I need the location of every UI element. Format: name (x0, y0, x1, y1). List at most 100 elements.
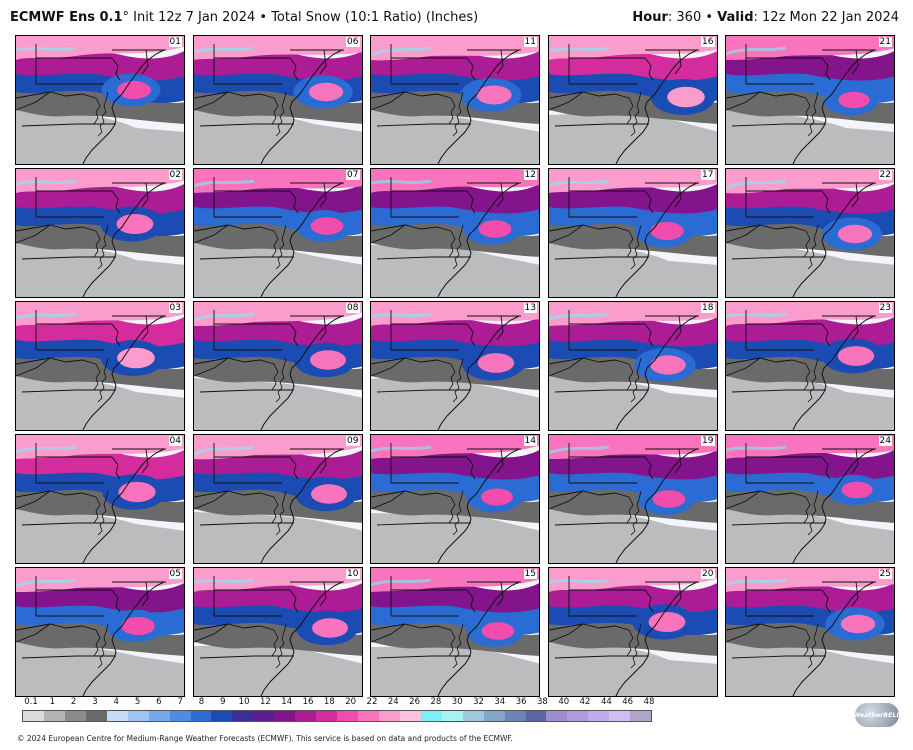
snowfall-map (548, 169, 717, 297)
weatherbell-logo: WeatherBELL (853, 703, 900, 727)
state-border (851, 448, 859, 474)
snowfall-map (726, 568, 894, 696)
cyan-streak (16, 179, 77, 186)
chesapeake-bay (93, 623, 109, 669)
legend-tick-label: 48 (643, 697, 655, 707)
state-border (371, 224, 406, 244)
snowfall-map (726, 169, 894, 297)
light-snow-area (193, 645, 362, 696)
member-number: 08 (346, 303, 360, 313)
state-border (726, 490, 807, 498)
map-panel-member-23: 23 (725, 301, 895, 431)
heavy-snow-band (548, 169, 717, 193)
snowfall-map (371, 568, 539, 696)
hour-value: : 360 (667, 10, 702, 25)
snowfall-map (16, 568, 184, 696)
light-snow-area (193, 243, 362, 297)
offshore-snow-core (116, 214, 154, 234)
map-panel-member-21: 21 (725, 35, 895, 165)
snowfall-map (548, 435, 717, 563)
coastline (792, 49, 875, 164)
heavy-snow-band (726, 435, 894, 459)
cyan-streak (371, 46, 432, 57)
legend-tick-label: 1 (49, 697, 56, 707)
legend-color-swatch (253, 711, 275, 721)
map-panel-member-03: 03 (15, 301, 185, 431)
state-border (371, 490, 452, 498)
title-bullet-2: • (705, 10, 714, 25)
state-border (496, 49, 504, 75)
member-number: 11 (523, 37, 537, 47)
state-border (199, 256, 294, 260)
snowfall-map (16, 435, 184, 563)
cyan-streak (548, 312, 609, 321)
legend-color-swatch (127, 711, 149, 721)
legend-color-swatch (23, 711, 44, 721)
legend-color-swatch (295, 711, 317, 721)
legend-color-swatch (504, 711, 526, 721)
grey-band (726, 616, 894, 656)
coastline (82, 448, 165, 563)
light-snow-area (16, 508, 184, 563)
map-panel-member-05: 05 (15, 567, 185, 697)
grey-band (193, 218, 362, 257)
heavy-snow-band (726, 169, 894, 194)
state-border (21, 123, 116, 127)
state-border (16, 357, 51, 377)
state-border (726, 91, 761, 111)
state-border (554, 522, 649, 526)
state-border (554, 655, 649, 659)
state-border (193, 224, 274, 232)
state-border (16, 224, 97, 232)
state-border (376, 256, 471, 260)
legend-ticks: 0.1 1 2 3 4 5 6 7 8 9 10 12 14 16 18 20 22 24 26 28 30 32 34 36… (0, 697, 913, 709)
legend-color-swatch (64, 711, 86, 721)
legend-color-swatch (169, 711, 191, 721)
cyan-streak (726, 578, 787, 586)
state-border (821, 323, 831, 347)
legend-color-swatch (588, 711, 610, 721)
snowfall-map (371, 302, 539, 430)
legend-tick-label: 42 (579, 697, 591, 707)
heavy-snow-band (193, 302, 362, 326)
state-border (289, 323, 298, 347)
copyright-footer: © 2024 European Centre for Medium-Range … (17, 734, 513, 743)
state-border (644, 190, 653, 214)
state-border (141, 581, 149, 607)
legend-color-swatch (106, 711, 128, 721)
state-border (193, 490, 274, 498)
legend-tick-label: 7 (177, 697, 183, 707)
state-border (548, 357, 629, 365)
state-border (674, 315, 681, 341)
chesapeake-bay (271, 490, 286, 536)
coastline (437, 49, 520, 164)
offshore-snow-core (648, 612, 685, 632)
heavy-snow-band (16, 169, 184, 193)
legend-tick-label: 18 (323, 697, 335, 707)
state-border (644, 57, 653, 81)
state-border (674, 581, 681, 607)
legend-color-swatch (274, 711, 296, 721)
member-number: 07 (346, 170, 360, 180)
grey-band (193, 614, 362, 656)
map-panel-member-04: 04 (15, 434, 185, 564)
color-legend: 0.1 1 2 3 4 5 6 7 8 9 10 12 14 16 18 20 22 24 26 28 30 32 34 36… (0, 697, 913, 733)
state-border (726, 357, 807, 365)
cyan-streak (548, 445, 609, 455)
state-border (193, 623, 274, 631)
heavy-snow-band (16, 302, 184, 326)
cyan-streak (371, 312, 432, 319)
map-title: ECMWF Ens 0.1° Init 12z 7 Jan 2024 • Tot… (10, 10, 478, 25)
init-time: Init 12z 7 Jan 2024 (133, 10, 256, 25)
offshore-snow-core (308, 82, 343, 102)
offshore-snow-core (478, 220, 512, 238)
heavy-snow-band (371, 36, 539, 61)
cyan-streak (371, 179, 432, 185)
cyan-streak (16, 445, 77, 454)
legend-color-swatch (441, 711, 463, 721)
member-number: 09 (346, 436, 360, 446)
chesapeake-bay (626, 357, 641, 403)
model-name: ECMWF Ens 0.1 (10, 10, 123, 25)
chesapeake-bay (93, 91, 109, 137)
state-border (193, 224, 228, 244)
